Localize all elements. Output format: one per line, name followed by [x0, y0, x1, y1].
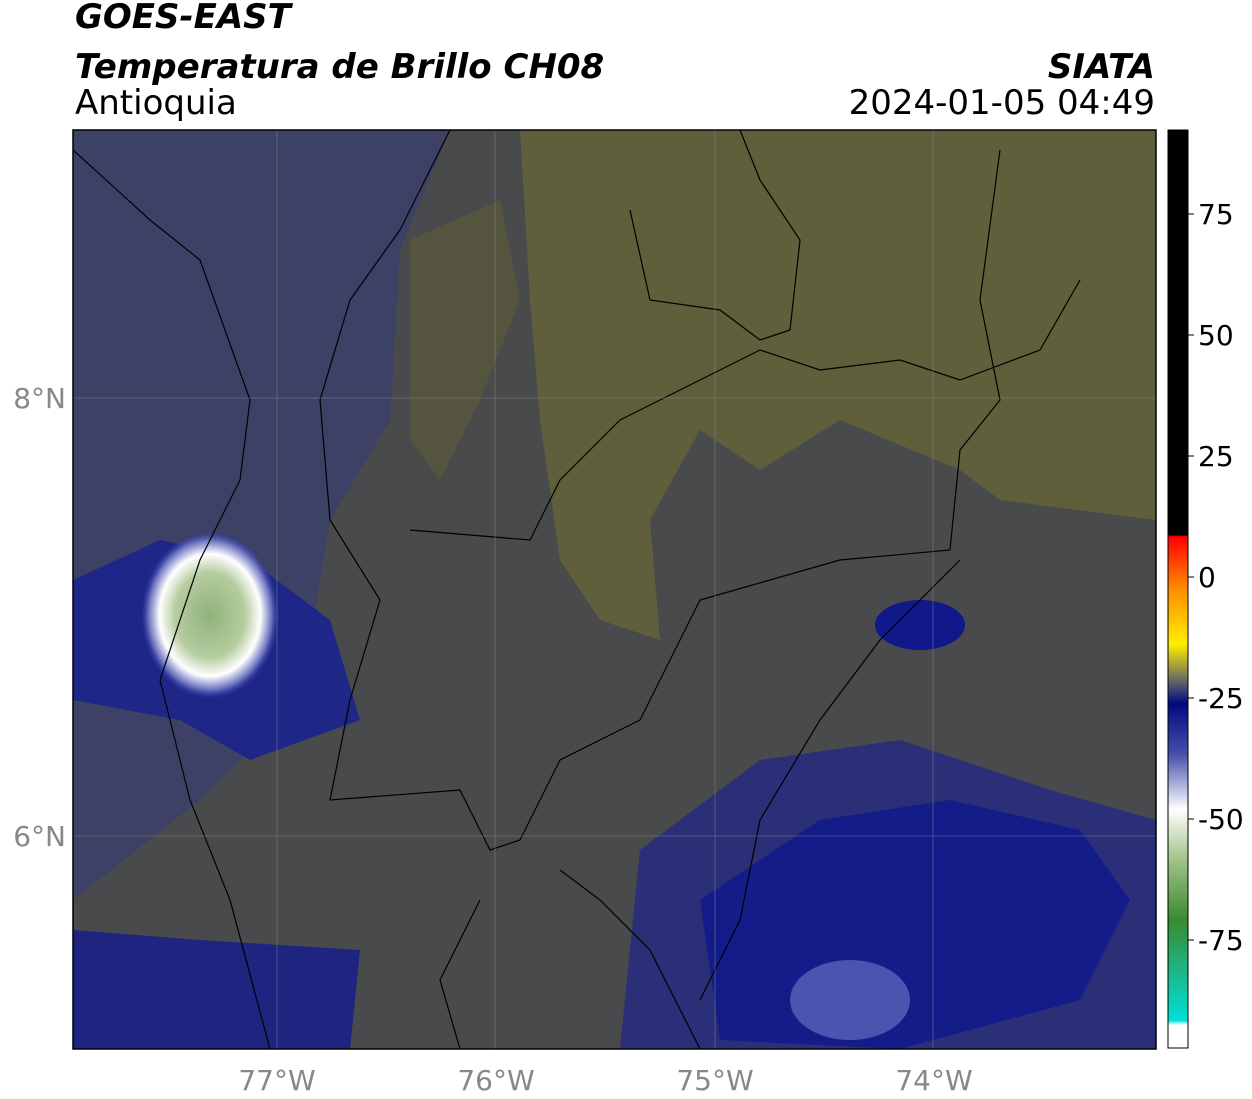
- lon-tick-label: 76°W: [457, 1064, 534, 1097]
- lon-tick-label: 74°W: [895, 1064, 972, 1097]
- colorbar-tick-label: 50: [1198, 319, 1234, 352]
- map-image: [73, 130, 1156, 1049]
- source: SIATA: [1048, 47, 1155, 87]
- lon-tick-label: 77°W: [238, 1064, 315, 1097]
- lat-tick-label: 8°N: [13, 382, 66, 415]
- lon-tick-label: 75°W: [676, 1064, 753, 1097]
- title: GOES-EAST: [75, 0, 294, 37]
- colorbar-tick-label: 25: [1198, 440, 1234, 473]
- region: Antioquia: [75, 83, 237, 123]
- colorbar-tick-label: -75: [1198, 924, 1244, 957]
- colorbar-tick-label: -50: [1198, 803, 1244, 836]
- colorbar: [1167, 129, 1189, 1049]
- colorbar-tick-label: -25: [1198, 682, 1244, 715]
- colorbar-tick-label: 0: [1198, 561, 1216, 594]
- colorbar-tick-label: 75: [1198, 198, 1234, 231]
- subtitle: Temperatura de Brillo CH08: [75, 47, 604, 87]
- map-frame: [72, 129, 1157, 1050]
- lat-tick-label: 6°N: [13, 820, 66, 853]
- labels: 8°N 6°N 77°W 76°W 75°W 74°W 75 50 25 0 -25 -50 -75: [13, 198, 1244, 1097]
- datetime: 2024-01-05 04:49: [849, 83, 1155, 123]
